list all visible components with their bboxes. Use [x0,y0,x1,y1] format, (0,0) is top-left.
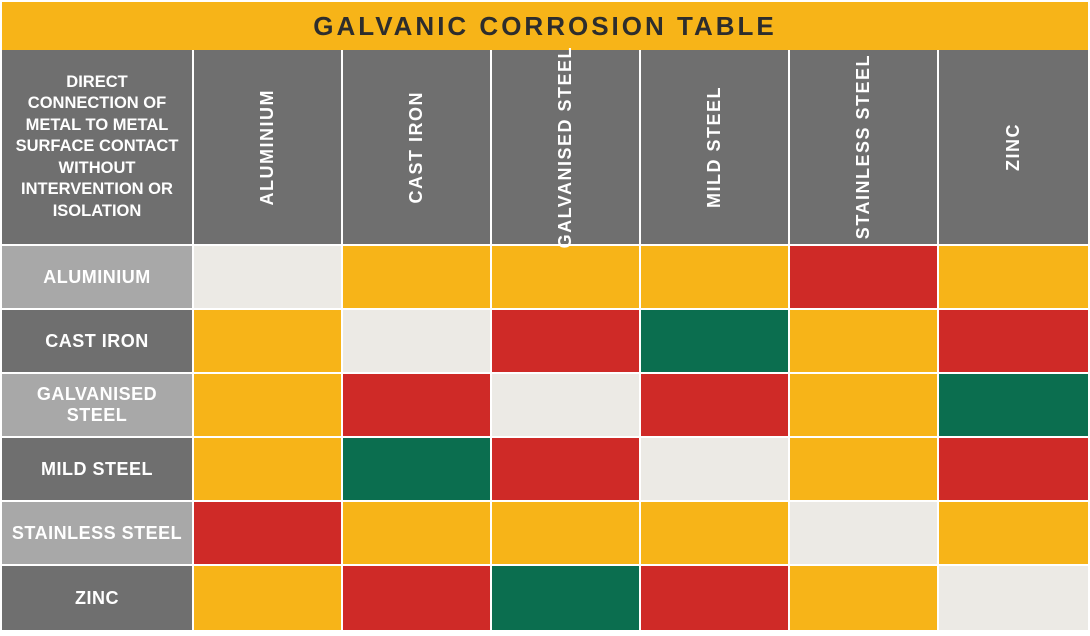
col-header-1: CAST IRON [343,50,492,246]
cell-5-0 [194,566,343,630]
col-header-0: ALUMINIUM [194,50,343,246]
row-header-3: MILD STEEL [2,438,194,502]
cell-1-0 [194,310,343,374]
cell-5-1 [343,566,492,630]
corner-label: DIRECT CONNECTION OF METAL TO METAL SURF… [2,50,194,246]
cell-5-5 [939,566,1088,630]
cell-0-5 [939,246,1088,310]
cell-5-3 [641,566,790,630]
col-header-2: GALVANISED STEEL [492,50,641,246]
col-header-5: ZINC [939,50,1088,246]
cell-3-3 [641,438,790,502]
row-header-1: CAST IRON [2,310,194,374]
cell-2-5 [939,374,1088,438]
table-grid: DIRECT CONNECTION OF METAL TO METAL SURF… [2,50,1088,630]
row-header-2: GALVANISED STEEL [2,374,194,438]
cell-1-5 [939,310,1088,374]
cell-2-1 [343,374,492,438]
cell-1-3 [641,310,790,374]
cell-1-2 [492,310,641,374]
cell-0-4 [790,246,939,310]
cell-1-4 [790,310,939,374]
cell-4-0 [194,502,343,566]
table-title: GALVANIC CORROSION TABLE [2,2,1088,50]
cell-3-1 [343,438,492,502]
row-header-0: ALUMINIUM [2,246,194,310]
galvanic-corrosion-table: GALVANIC CORROSION TABLE DIRECT CONNECTI… [2,2,1088,630]
row-header-5: ZINC [2,566,194,630]
cell-5-4 [790,566,939,630]
col-header-3: MILD STEEL [641,50,790,246]
cell-4-2 [492,502,641,566]
col-header-4: STAINLESS STEEL [790,50,939,246]
cell-5-2 [492,566,641,630]
cell-4-3 [641,502,790,566]
cell-0-0 [194,246,343,310]
cell-2-2 [492,374,641,438]
cell-3-2 [492,438,641,502]
cell-4-4 [790,502,939,566]
cell-0-3 [641,246,790,310]
cell-2-4 [790,374,939,438]
cell-2-0 [194,374,343,438]
cell-1-1 [343,310,492,374]
cell-3-5 [939,438,1088,502]
cell-4-5 [939,502,1088,566]
row-header-4: STAINLESS STEEL [2,502,194,566]
cell-3-0 [194,438,343,502]
cell-3-4 [790,438,939,502]
cell-0-1 [343,246,492,310]
cell-4-1 [343,502,492,566]
cell-2-3 [641,374,790,438]
